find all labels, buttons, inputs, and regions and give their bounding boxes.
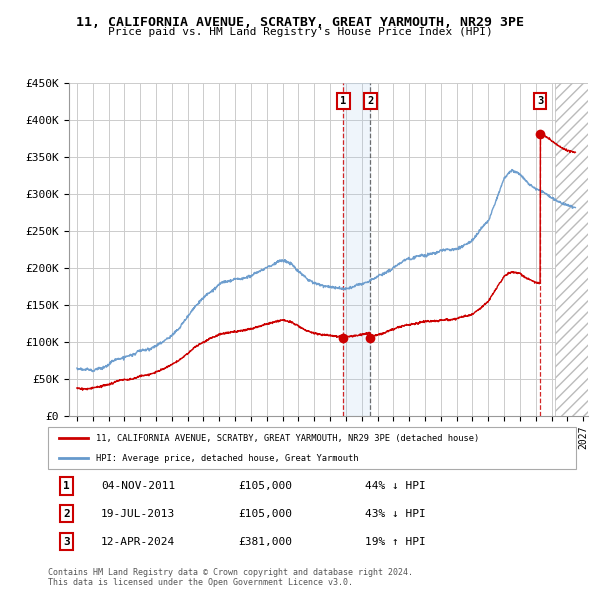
Text: 3: 3	[63, 537, 70, 547]
Text: 11, CALIFORNIA AVENUE, SCRATBY, GREAT YARMOUTH, NR29 3PE: 11, CALIFORNIA AVENUE, SCRATBY, GREAT YA…	[76, 16, 524, 29]
Text: HPI: Average price, detached house, Great Yarmouth: HPI: Average price, detached house, Grea…	[95, 454, 358, 463]
Text: 3: 3	[537, 96, 544, 106]
FancyBboxPatch shape	[48, 427, 576, 469]
Text: 1: 1	[63, 481, 70, 491]
Text: 11, CALIFORNIA AVENUE, SCRATBY, GREAT YARMOUTH, NR29 3PE (detached house): 11, CALIFORNIA AVENUE, SCRATBY, GREAT YA…	[95, 434, 479, 443]
Text: £381,000: £381,000	[238, 537, 292, 547]
Text: Price paid vs. HM Land Registry's House Price Index (HPI): Price paid vs. HM Land Registry's House …	[107, 27, 493, 37]
Bar	[343, 83, 370, 416]
Text: 2: 2	[63, 509, 70, 519]
Text: £105,000: £105,000	[238, 509, 292, 519]
Text: 44% ↓ HPI: 44% ↓ HPI	[365, 481, 425, 491]
Text: 2: 2	[367, 96, 373, 106]
Text: 1: 1	[340, 96, 346, 106]
Text: 04-NOV-2011: 04-NOV-2011	[101, 481, 175, 491]
Text: £105,000: £105,000	[238, 481, 292, 491]
Text: Contains HM Land Registry data © Crown copyright and database right 2024.
This d: Contains HM Land Registry data © Crown c…	[48, 568, 413, 587]
Text: 19-JUL-2013: 19-JUL-2013	[101, 509, 175, 519]
Text: 12-APR-2024: 12-APR-2024	[101, 537, 175, 547]
Text: 43% ↓ HPI: 43% ↓ HPI	[365, 509, 425, 519]
Bar	[555, 83, 588, 416]
Text: 19% ↑ HPI: 19% ↑ HPI	[365, 537, 425, 547]
